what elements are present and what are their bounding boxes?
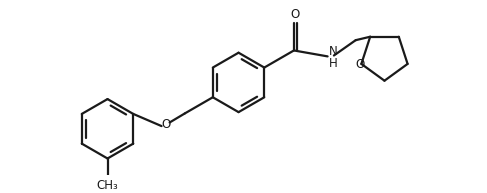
Text: N
H: N H — [329, 45, 337, 70]
Text: CH₃: CH₃ — [96, 179, 118, 192]
Text: O: O — [290, 8, 300, 21]
Text: O: O — [161, 118, 170, 131]
Text: O: O — [356, 58, 365, 71]
